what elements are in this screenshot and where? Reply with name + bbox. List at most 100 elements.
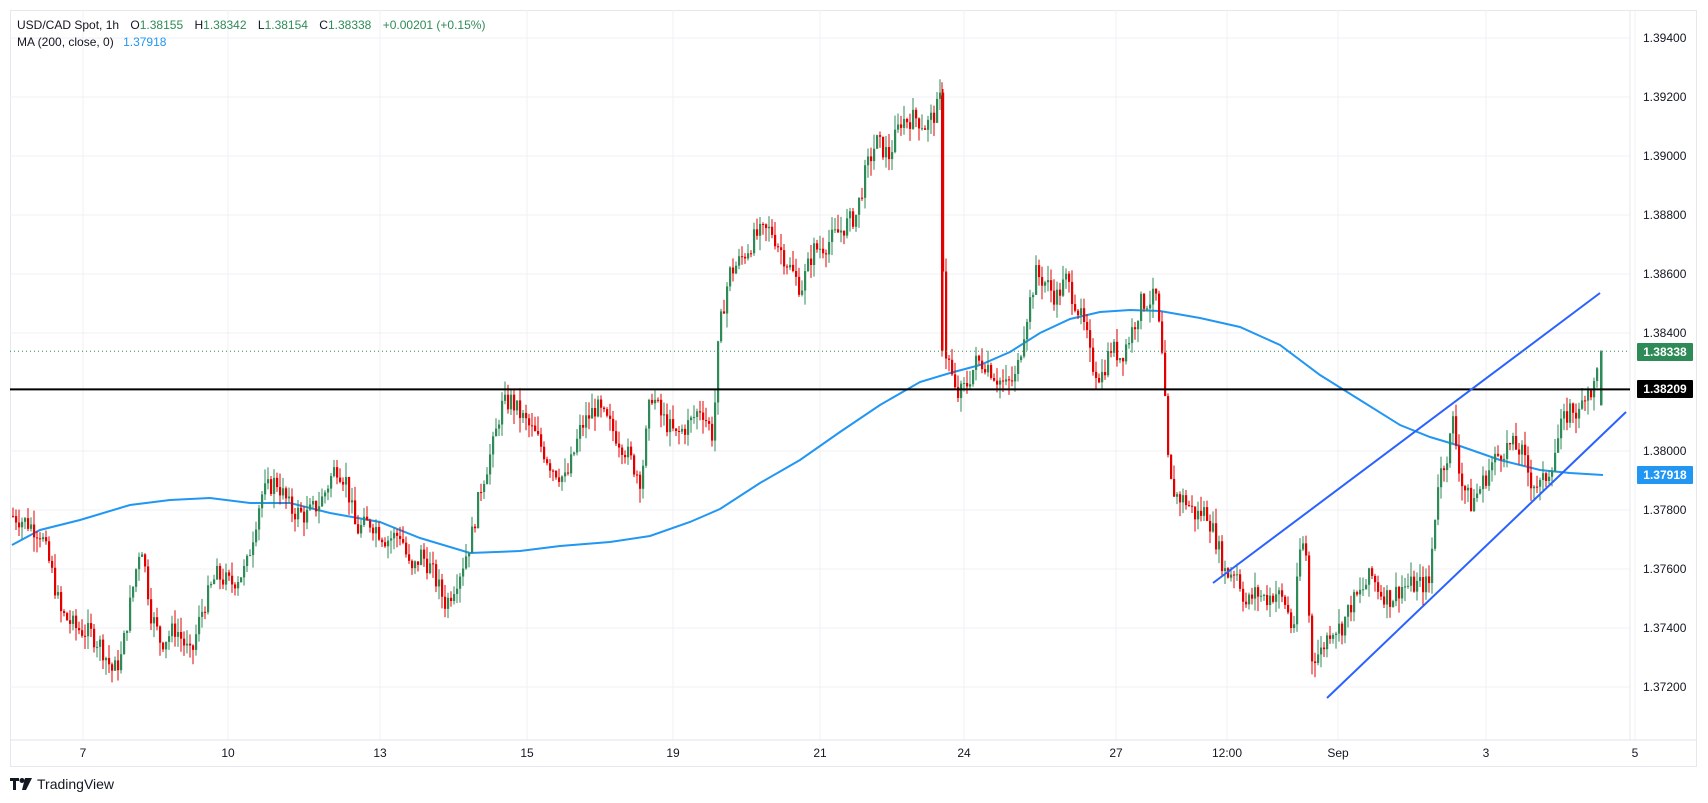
candle-body xyxy=(474,526,477,529)
candle-body xyxy=(1548,476,1551,481)
candle-body xyxy=(1398,586,1401,599)
candle-body xyxy=(522,412,525,418)
candle-body xyxy=(579,424,582,439)
candle-body xyxy=(408,554,411,561)
candle-body xyxy=(1191,505,1194,507)
candle-body xyxy=(609,415,612,419)
candle-body xyxy=(867,156,870,166)
candle-body xyxy=(672,419,675,429)
candle-body xyxy=(633,455,636,475)
candle-body xyxy=(1431,548,1434,584)
candle-body xyxy=(600,399,603,408)
candle-body xyxy=(1299,549,1302,577)
candle-body xyxy=(309,504,312,510)
candle-body xyxy=(45,537,48,542)
candlestick-series xyxy=(12,79,1603,683)
candle-body xyxy=(696,411,699,417)
time-tick-label: 21 xyxy=(813,746,827,760)
candle-body xyxy=(726,286,729,314)
channel-lower-trendline[interactable] xyxy=(1326,411,1627,699)
candle-body xyxy=(1404,586,1407,588)
candle-body xyxy=(885,147,888,158)
candle-body xyxy=(1536,486,1539,488)
candle-body xyxy=(1176,494,1179,497)
candle-body xyxy=(588,415,591,419)
candle-body xyxy=(717,341,720,403)
candle-body xyxy=(687,420,690,435)
change-value: +0.00201 (+0.15%) xyxy=(382,18,486,32)
candle-body xyxy=(1410,576,1413,586)
candle-body xyxy=(147,566,150,600)
candle-body xyxy=(102,639,105,661)
candle-body xyxy=(1296,576,1299,625)
candle-body xyxy=(105,657,108,661)
chart-drawings[interactable] xyxy=(10,292,1630,699)
candle-body xyxy=(372,527,375,534)
candle-body xyxy=(834,229,837,231)
candle-body xyxy=(1350,605,1353,613)
candle-body xyxy=(366,516,369,521)
candle-body xyxy=(738,256,741,266)
candle-body xyxy=(1059,289,1062,296)
candle-body xyxy=(1575,412,1578,419)
candle-body xyxy=(1125,344,1128,362)
time-tick-label: 10 xyxy=(221,746,235,760)
candle-body xyxy=(24,518,27,522)
candle-body xyxy=(1158,293,1161,322)
candle-body xyxy=(513,394,516,411)
candle-body xyxy=(1221,541,1224,572)
candle-body xyxy=(1263,594,1266,596)
candle-body xyxy=(708,421,711,424)
candle-body xyxy=(219,566,222,580)
candle-body xyxy=(1026,321,1029,340)
candle-body xyxy=(1383,596,1386,605)
candle-body xyxy=(1002,380,1005,382)
candle-body xyxy=(1386,590,1389,605)
candle-body xyxy=(561,476,564,482)
candle-body xyxy=(204,611,207,613)
candle-body xyxy=(1206,507,1209,521)
candle-body xyxy=(1137,320,1140,330)
candle-body xyxy=(1359,589,1362,595)
candle-body xyxy=(252,542,255,556)
candle-body xyxy=(837,229,840,233)
tradingview-logo[interactable]: TradingView xyxy=(10,776,114,792)
candle-body xyxy=(1113,341,1116,353)
candle-body xyxy=(1131,327,1134,343)
high-value: 1.38342 xyxy=(203,18,247,32)
candle-body xyxy=(156,617,159,627)
candle-body xyxy=(1017,359,1020,374)
candle-body xyxy=(1326,635,1329,650)
candle-body xyxy=(465,556,468,569)
candle-body xyxy=(1005,379,1008,382)
candle-body xyxy=(216,566,219,580)
candle-body xyxy=(1170,454,1173,479)
candle-body xyxy=(141,554,144,557)
candle-body xyxy=(300,507,303,512)
candle-body xyxy=(528,418,531,426)
candle-body xyxy=(645,428,648,466)
horizontal-line-badge: 1.38209 xyxy=(1637,380,1693,398)
candle-body xyxy=(1572,403,1575,413)
candle-body xyxy=(681,428,684,432)
candle-body xyxy=(1065,273,1068,280)
candle-body xyxy=(741,256,744,258)
candle-body xyxy=(1512,435,1515,445)
candle-body xyxy=(1068,273,1071,282)
candle-body xyxy=(273,477,276,494)
candle-body xyxy=(1245,601,1248,605)
candle-body xyxy=(1020,356,1023,360)
candle-body xyxy=(1032,294,1035,298)
candle-body xyxy=(1452,416,1455,434)
channel-upper-trendline[interactable] xyxy=(1212,292,1601,584)
ma-label[interactable]: MA (200, close, 0) xyxy=(17,35,114,49)
candle-body xyxy=(498,424,501,429)
candle-body xyxy=(18,522,21,528)
candle-body xyxy=(819,248,822,250)
candle-body xyxy=(1470,487,1473,512)
candle-body xyxy=(243,565,246,578)
candle-body xyxy=(438,579,441,587)
candle-body xyxy=(1077,310,1080,316)
symbol-label[interactable]: USD/CAD Spot, 1h xyxy=(17,18,120,32)
